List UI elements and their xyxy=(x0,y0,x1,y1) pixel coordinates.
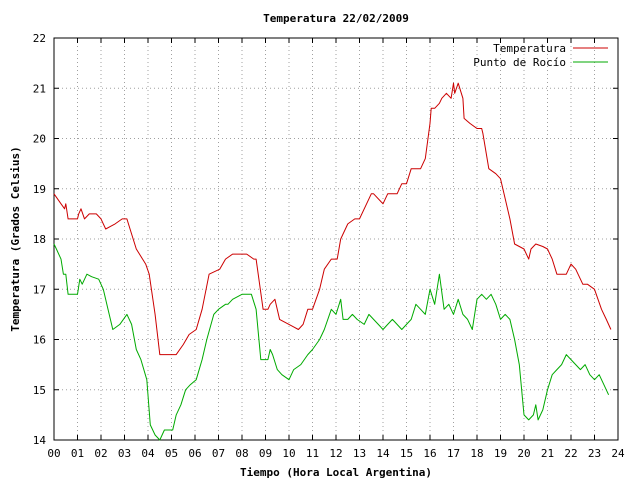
y-tick-label: 16 xyxy=(33,334,46,347)
x-tick-label: 01 xyxy=(71,447,84,460)
series-line-temperatura xyxy=(53,82,612,356)
series-lines xyxy=(53,82,612,441)
x-tick-label: 04 xyxy=(141,447,155,460)
y-tick-label: 18 xyxy=(33,233,46,246)
x-tick-label: 16 xyxy=(423,447,436,460)
x-tick-label: 15 xyxy=(400,447,413,460)
x-tick-label: 06 xyxy=(188,447,201,460)
x-tick-label: 17 xyxy=(447,447,460,460)
x-tick-label: 19 xyxy=(494,447,507,460)
y-tick-label: 21 xyxy=(33,82,46,95)
x-tick-label: 03 xyxy=(118,447,131,460)
x-tick-label: 09 xyxy=(259,447,272,460)
x-tick-label: 24 xyxy=(611,447,625,460)
y-tick-label: 14 xyxy=(33,434,47,447)
y-tick-label: 20 xyxy=(33,133,46,146)
x-tick-label: 02 xyxy=(94,447,107,460)
legend-label: Punto de Rocío xyxy=(473,56,566,69)
x-tick-label: 10 xyxy=(282,447,295,460)
x-tick-label: 05 xyxy=(165,447,178,460)
y-tick-label: 22 xyxy=(33,32,46,45)
x-tick-label: 20 xyxy=(517,447,530,460)
x-tick-label: 23 xyxy=(588,447,601,460)
axis-ticks: 00 01 02 03 04 05 06 07 08 09 10 11 12 13 14 15 16 17 18 19… xyxy=(33,32,625,460)
x-tick-label: 22 xyxy=(564,447,577,460)
legend-label: Temperatura xyxy=(493,42,566,55)
x-tick-label: 07 xyxy=(212,447,225,460)
y-axis-label: Temperatura (Grados Celsius) xyxy=(9,146,22,331)
x-tick-label: 18 xyxy=(470,447,483,460)
x-tick-label: 13 xyxy=(353,447,366,460)
series-line-punto-de-rocio xyxy=(53,243,610,441)
x-tick-label: 21 xyxy=(541,447,554,460)
grid-lines xyxy=(54,38,618,440)
x-tick-label: 12 xyxy=(329,447,342,460)
y-tick-label: 17 xyxy=(33,283,46,296)
y-tick-label: 15 xyxy=(33,384,46,397)
y-tick-label: 19 xyxy=(33,183,46,196)
chart-title: Temperatura 22/02/2009 xyxy=(263,12,409,25)
x-axis-label: Tiempo (Hora Local Argentina) xyxy=(240,466,432,479)
x-tick-label: 00 xyxy=(47,447,60,460)
x-tick-label: 08 xyxy=(235,447,248,460)
x-tick-label: 11 xyxy=(306,447,319,460)
x-tick-label: 14 xyxy=(376,447,390,460)
